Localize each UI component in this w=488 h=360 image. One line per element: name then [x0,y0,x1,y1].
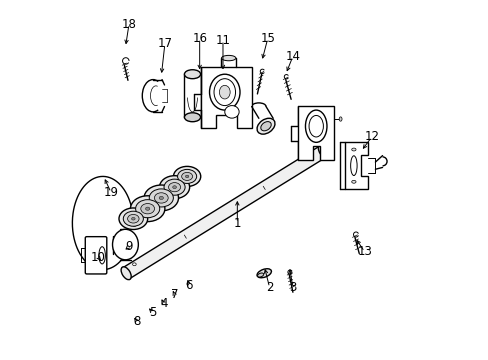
Text: 7: 7 [170,288,178,301]
Text: 3: 3 [288,281,296,294]
Text: 5: 5 [149,306,157,319]
Ellipse shape [260,122,271,131]
Text: 12: 12 [364,130,379,144]
Text: 13: 13 [356,245,371,258]
Ellipse shape [159,196,163,199]
Text: 15: 15 [260,32,275,45]
Text: 2: 2 [265,281,273,294]
Ellipse shape [135,200,160,218]
FancyBboxPatch shape [85,237,106,274]
Ellipse shape [163,179,185,195]
Text: 16: 16 [192,32,207,45]
Ellipse shape [257,273,263,277]
Ellipse shape [318,145,328,158]
Ellipse shape [130,196,164,222]
Ellipse shape [141,203,154,214]
Text: 18: 18 [122,18,136,31]
Ellipse shape [308,116,323,137]
Ellipse shape [154,193,168,203]
Ellipse shape [173,166,201,186]
Ellipse shape [131,205,144,210]
Polygon shape [344,142,367,189]
Ellipse shape [131,217,135,220]
Polygon shape [122,146,326,279]
Text: 19: 19 [103,186,119,199]
Ellipse shape [145,207,149,210]
Ellipse shape [119,208,147,229]
Text: 9: 9 [125,240,133,253]
Ellipse shape [149,189,173,207]
Ellipse shape [99,247,105,264]
Ellipse shape [257,269,271,278]
Text: 1: 1 [233,216,241,230]
Ellipse shape [185,175,188,178]
Ellipse shape [132,263,136,266]
Text: 4: 4 [160,297,167,310]
Ellipse shape [144,185,178,211]
Ellipse shape [257,118,274,134]
Ellipse shape [132,224,136,226]
Polygon shape [201,67,251,128]
Ellipse shape [121,267,131,280]
Text: 10: 10 [91,251,105,264]
Ellipse shape [351,148,355,151]
Text: 14: 14 [285,50,300,63]
Text: 17: 17 [157,37,172,50]
Text: 6: 6 [185,279,192,292]
Ellipse shape [159,176,189,199]
Polygon shape [298,107,333,160]
Ellipse shape [214,79,235,105]
Ellipse shape [184,70,200,79]
Ellipse shape [112,229,138,260]
Ellipse shape [224,105,239,118]
Ellipse shape [127,215,139,223]
Ellipse shape [219,85,230,99]
Ellipse shape [168,183,180,192]
Ellipse shape [209,74,240,110]
Ellipse shape [184,113,200,122]
Ellipse shape [339,117,341,121]
Ellipse shape [172,186,176,189]
Ellipse shape [182,172,192,180]
Ellipse shape [123,211,143,226]
Ellipse shape [177,170,196,184]
Text: 11: 11 [215,33,230,47]
Ellipse shape [350,156,356,176]
Ellipse shape [305,110,326,142]
Ellipse shape [351,180,355,183]
Text: 8: 8 [133,315,141,328]
Ellipse shape [221,55,235,61]
